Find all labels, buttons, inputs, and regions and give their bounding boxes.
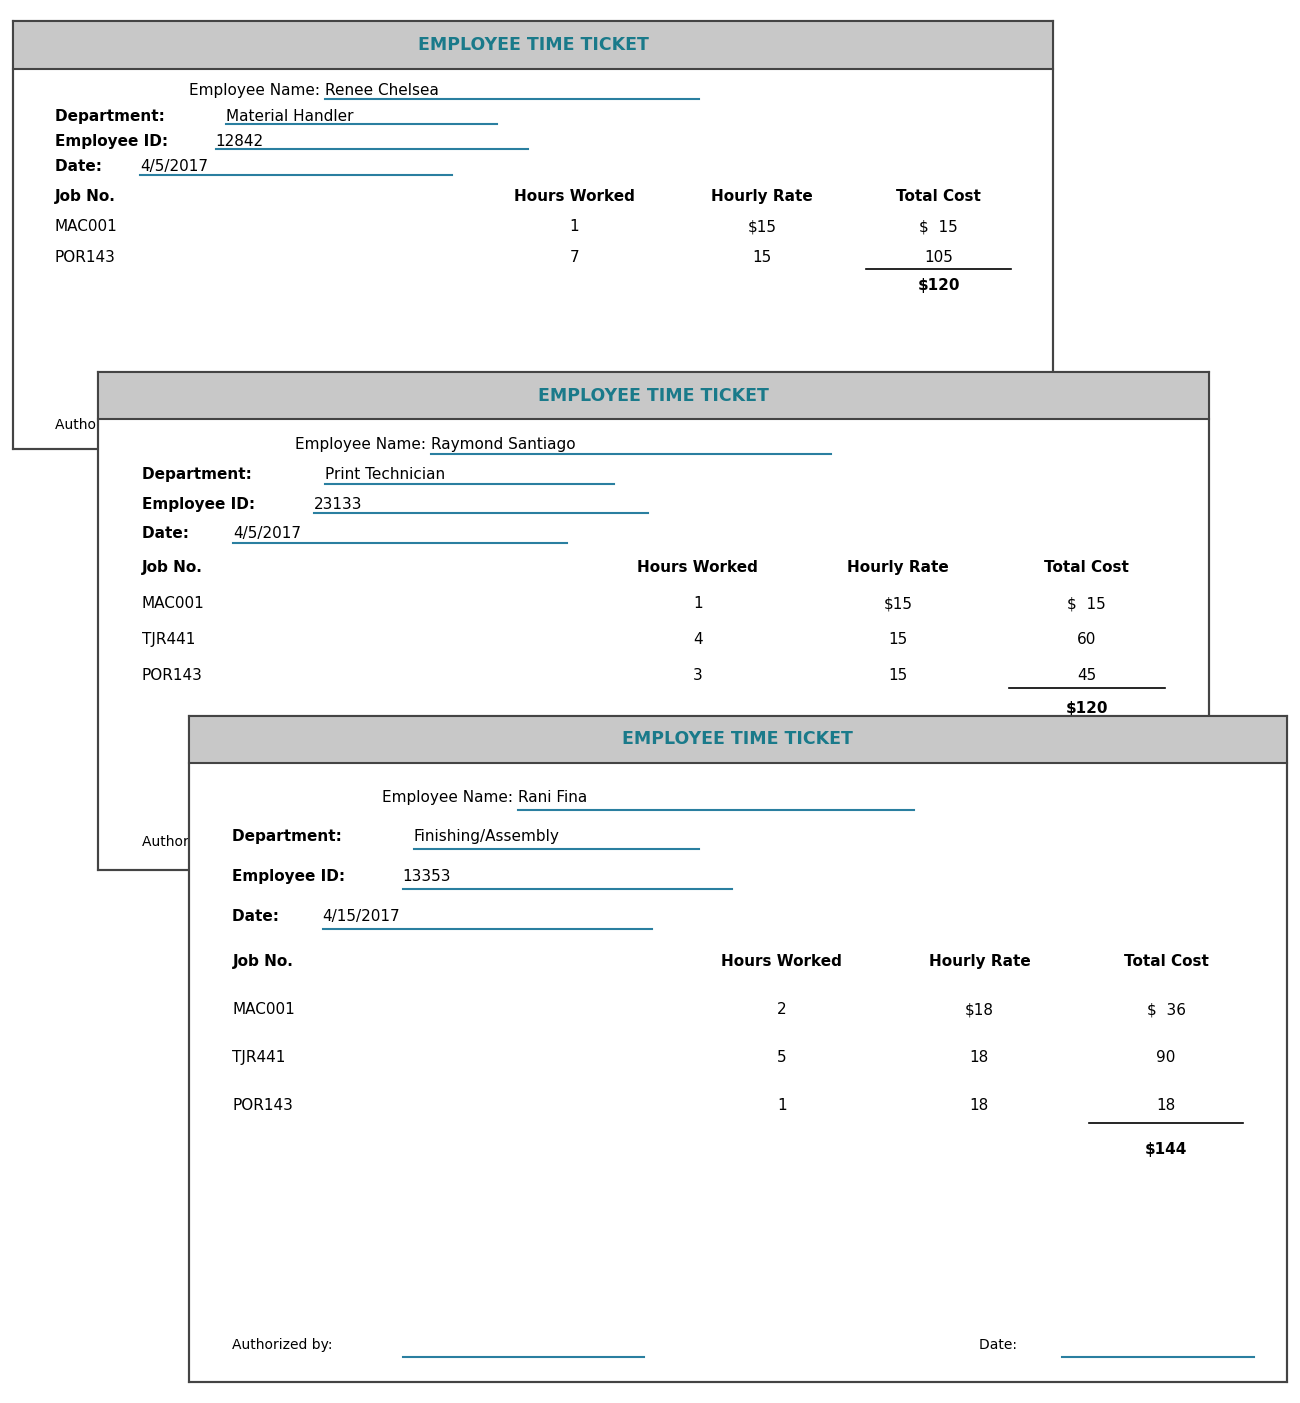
Text: $15: $15 — [883, 596, 913, 612]
Text: 1: 1 — [569, 219, 580, 234]
Text: Date:: Date: — [979, 1338, 1022, 1352]
Text: Job No.: Job No. — [55, 188, 116, 203]
Text: 18: 18 — [970, 1051, 989, 1065]
Text: Date:: Date: — [142, 526, 194, 542]
Bar — [188, 716, 1287, 1382]
Text: EMPLOYEE TIME TICKET: EMPLOYEE TIME TICKET — [623, 731, 853, 748]
Text: 4: 4 — [693, 633, 702, 647]
Text: MAC001: MAC001 — [55, 219, 117, 234]
Text: MAC001: MAC001 — [233, 1002, 295, 1017]
Text: 18: 18 — [970, 1099, 989, 1114]
Text: 4/15/2017: 4/15/2017 — [322, 909, 400, 923]
Text: 23133: 23133 — [315, 497, 363, 512]
Text: Finishing/Assembly: Finishing/Assembly — [413, 829, 559, 845]
Text: 12842: 12842 — [216, 135, 264, 149]
Text: 45: 45 — [1078, 668, 1096, 683]
Text: Employee Name:: Employee Name: — [382, 790, 517, 805]
Text: 18: 18 — [1157, 1099, 1175, 1114]
Text: Authorized by:: Authorized by: — [55, 418, 160, 432]
Text: 105: 105 — [924, 250, 953, 265]
Text: Hours Worked: Hours Worked — [637, 560, 758, 575]
Text: $144: $144 — [1145, 1142, 1187, 1157]
Text: Employee Name:: Employee Name: — [295, 438, 432, 452]
Text: Employee ID:: Employee ID: — [233, 868, 351, 884]
Text: 15: 15 — [753, 250, 771, 265]
Bar — [13, 21, 1053, 69]
Text: Date:: Date: — [55, 160, 107, 174]
Text: Raymond Santiago: Raymond Santiago — [432, 438, 576, 452]
Text: EMPLOYEE TIME TICKET: EMPLOYEE TIME TICKET — [417, 36, 649, 53]
Text: Material Handler: Material Handler — [226, 108, 354, 123]
Text: 1: 1 — [693, 596, 702, 612]
Text: Job No.: Job No. — [233, 954, 294, 969]
Text: MAC001: MAC001 — [142, 596, 204, 612]
Text: $  15: $ 15 — [1067, 596, 1106, 612]
Text: 15: 15 — [888, 668, 907, 683]
Text: Renee Chelsea: Renee Chelsea — [325, 83, 439, 98]
Text: $  36: $ 36 — [1147, 1002, 1186, 1017]
Text: Hours Worked: Hours Worked — [515, 188, 634, 203]
Text: 3: 3 — [693, 668, 702, 683]
Text: Department:: Department: — [55, 108, 170, 123]
Text: Department:: Department: — [142, 467, 257, 483]
Text: 90: 90 — [1157, 1051, 1176, 1065]
Text: 7: 7 — [569, 250, 580, 265]
Text: 5: 5 — [777, 1051, 786, 1065]
Text: Total Cost: Total Cost — [1044, 560, 1130, 575]
Text: Job No.: Job No. — [142, 560, 203, 575]
Text: 1: 1 — [777, 1099, 786, 1114]
Text: 4/5/2017: 4/5/2017 — [140, 160, 208, 174]
Text: TJR441: TJR441 — [233, 1051, 286, 1065]
Text: Department:: Department: — [233, 829, 347, 845]
Text: Authorized by:: Authorized by: — [233, 1338, 337, 1352]
Text: Date:: Date: — [762, 418, 805, 432]
Bar — [98, 372, 1209, 870]
Text: $  15: $ 15 — [919, 219, 958, 234]
Text: 60: 60 — [1076, 633, 1096, 647]
Text: Hours Worked: Hours Worked — [722, 954, 842, 969]
Text: $15: $15 — [747, 219, 776, 234]
Bar — [188, 716, 1287, 763]
Text: Employee ID:: Employee ID: — [55, 135, 173, 149]
Text: 13353: 13353 — [403, 868, 451, 884]
Text: POR143: POR143 — [142, 668, 203, 683]
Text: Authorized by:: Authorized by: — [142, 835, 247, 849]
Text: Employee ID:: Employee ID: — [142, 497, 260, 512]
Text: $120: $120 — [918, 278, 959, 293]
Text: Total Cost: Total Cost — [896, 188, 982, 203]
Text: 2: 2 — [777, 1002, 786, 1017]
Text: Print Technician: Print Technician — [325, 467, 446, 483]
Text: 15: 15 — [888, 633, 907, 647]
Text: TJR441: TJR441 — [142, 633, 195, 647]
Text: $120: $120 — [1066, 700, 1108, 716]
Text: Rani Fina: Rani Fina — [517, 790, 588, 805]
Bar — [98, 372, 1209, 419]
Text: 4/5/2017: 4/5/2017 — [233, 526, 302, 542]
Text: Date:: Date: — [233, 909, 285, 923]
Text: Date:: Date: — [898, 835, 940, 849]
Text: POR143: POR143 — [55, 250, 116, 265]
Text: EMPLOYEE TIME TICKET: EMPLOYEE TIME TICKET — [538, 387, 768, 404]
Text: POR143: POR143 — [233, 1099, 294, 1114]
Text: Employee Name:: Employee Name: — [188, 83, 325, 98]
Text: Hourly Rate: Hourly Rate — [846, 560, 949, 575]
Text: $18: $18 — [965, 1002, 994, 1017]
Text: Hourly Rate: Hourly Rate — [711, 188, 812, 203]
Text: Hourly Rate: Hourly Rate — [928, 954, 1031, 969]
Bar — [13, 21, 1053, 449]
Text: Total Cost: Total Cost — [1123, 954, 1209, 969]
